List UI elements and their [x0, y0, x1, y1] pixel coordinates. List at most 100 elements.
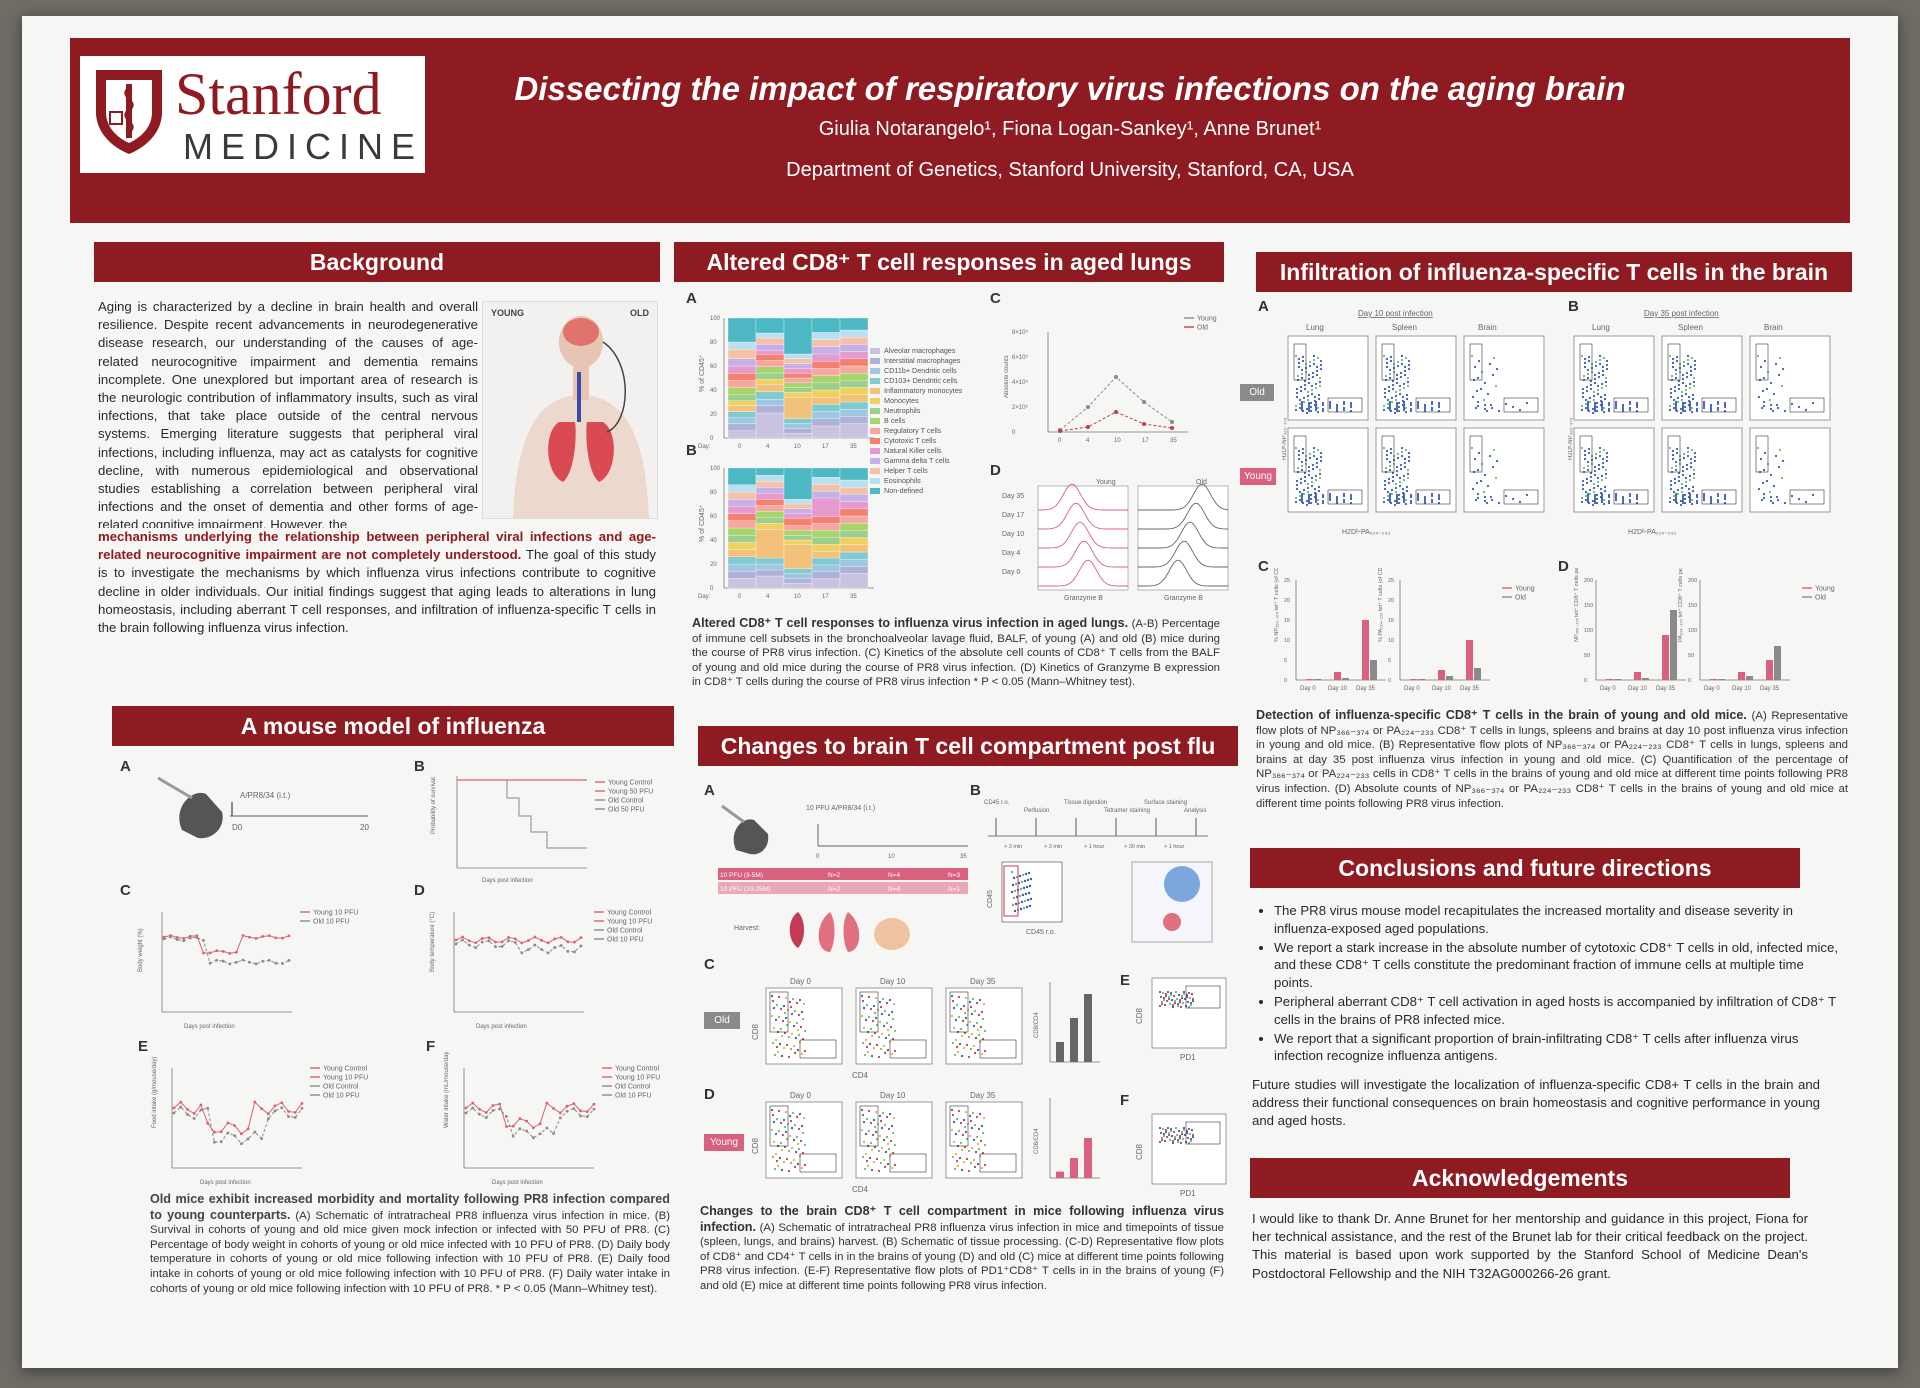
stack-young-bar-segment [811, 368, 841, 376]
flow-old-event [780, 1034, 784, 1038]
tet-day10-event [1310, 484, 1314, 488]
tet-day10-event [1388, 376, 1392, 380]
d-old-histogram [1138, 502, 1229, 530]
pd1-old-event [1165, 999, 1169, 1003]
mouse-icon [179, 792, 223, 839]
tet-day35-event [1688, 474, 1692, 478]
pd1-old-event [1189, 1001, 1193, 1005]
tet-day35-event [1675, 355, 1679, 359]
pd1-old-event [1170, 998, 1174, 1002]
pd1-young-event [1180, 1132, 1184, 1136]
flow-old-cd8-gate [949, 991, 969, 1033]
stack-old-xtick: 0 [738, 594, 742, 600]
tet-day35-event [1593, 499, 1597, 503]
tet-day10-event [1342, 402, 1346, 406]
stack-old-bar-segment [839, 551, 869, 560]
tet-day10-event [1400, 358, 1404, 362]
pd1-old-event [1182, 992, 1186, 996]
temp-xlabel: Days post infection [476, 1024, 527, 1030]
flow-young-event [877, 1149, 881, 1153]
temp-legend-label: Old Control [607, 928, 643, 935]
tet-day10-event [1407, 459, 1411, 463]
tet-day35-event [1587, 451, 1591, 455]
tet-day35-event [1600, 474, 1604, 478]
tet-day35-event [1602, 410, 1606, 414]
flow-young-day-label: Day 0 [790, 1091, 811, 1100]
stack-young-bar-segment [727, 317, 757, 343]
stack-old-bar-segment [755, 505, 785, 512]
flow-old-event [864, 1018, 868, 1022]
count-bars-ytick: 200 [1688, 578, 1697, 584]
tet-day10-event [1314, 500, 1318, 504]
tet-day10-event [1395, 405, 1399, 409]
ratio-old-bar [1084, 994, 1092, 1062]
food-ylabel: Food intake (g/mouse/day) [152, 1057, 158, 1128]
flow-old-event [867, 995, 871, 999]
tet-day10-event [1382, 496, 1386, 500]
tet-day35-event [1604, 384, 1608, 388]
tet-day35-event [1600, 496, 1604, 500]
tet-day35-event [1671, 357, 1675, 361]
pct-bars-xtick: Day 35 [1460, 686, 1480, 692]
tet-day10-event [1406, 380, 1410, 384]
tet-day10-event [1386, 406, 1390, 410]
illustration-old-label: OLD [630, 308, 649, 318]
legend-swatch [870, 358, 880, 364]
tet-day10-event [1316, 498, 1320, 502]
tet-day35-event [1595, 501, 1599, 505]
tet-day10-event [1476, 400, 1480, 404]
tet-day10-event [1328, 400, 1332, 404]
tet-day35-event [1797, 497, 1801, 501]
d-old-histogram [1138, 483, 1229, 511]
count-bars-xtick: Day 35 [1656, 686, 1676, 692]
tet-day35-event [1593, 465, 1597, 469]
infiltration-caption: Detection of influenza-specific CD8⁺ T c… [1256, 708, 1848, 811]
stack-young-bar-segment [783, 363, 813, 369]
flow-young-event [770, 1128, 774, 1132]
tet-day35-event [1716, 498, 1720, 502]
ratio-old-bar [1056, 1042, 1064, 1062]
count-bars-ytick: 0 [1688, 678, 1691, 684]
flow-old-event [771, 999, 775, 1003]
acknowledgements-heading: Acknowledgements [1250, 1158, 1790, 1198]
panel-label-infil-c: C [1258, 558, 1269, 575]
tet-day10-event [1430, 408, 1434, 412]
tet-day10-event [1306, 390, 1310, 394]
stack-young-bar-segment [811, 339, 841, 347]
tet-day35-event [1760, 498, 1764, 502]
flow-old-event [788, 1000, 792, 1004]
tet-day10-event [1298, 398, 1302, 402]
flow-old-event [773, 1053, 777, 1057]
tet-day10-event [1402, 474, 1406, 478]
flow-young-event [957, 1109, 961, 1113]
flow-young-event [886, 1142, 890, 1146]
flow-old-event [877, 1035, 881, 1039]
tet-day35-event [1778, 356, 1782, 360]
flow-old-event [961, 1019, 965, 1023]
pd1-young-event [1167, 1131, 1171, 1135]
stack-old-bar-segment [811, 484, 841, 492]
tet-day35-event [1597, 375, 1601, 379]
flow-young-event [890, 1166, 894, 1170]
tet-day35-event [1668, 408, 1672, 412]
tet-day10-event [1315, 461, 1319, 465]
flow-old-event [874, 1016, 878, 1020]
poster-title: Dissecting the impact of respiratory vir… [514, 70, 1626, 107]
tet-day10-event [1309, 409, 1313, 413]
survival-legend-label: Old 50 PFU [608, 807, 645, 814]
stack-old-bar-segment [811, 467, 841, 478]
flow-old-event [783, 1031, 787, 1035]
tet-day35-event [1702, 404, 1706, 408]
tet-day10-event [1430, 492, 1434, 496]
stack-old-bar-segment [839, 494, 869, 502]
tet-day35-event [1688, 400, 1692, 404]
flow-young-event [969, 1119, 973, 1123]
tet-day35-event [1580, 500, 1584, 504]
tet-day35-np-gate [1579, 435, 1593, 473]
flow-old-event [775, 1003, 779, 1007]
tet-day35-event [1583, 357, 1587, 361]
stack-young-bar-segment [783, 368, 813, 374]
flow-young-event [869, 1121, 873, 1125]
tet-day35-event [1776, 406, 1780, 410]
tet-day10-event [1399, 463, 1403, 467]
